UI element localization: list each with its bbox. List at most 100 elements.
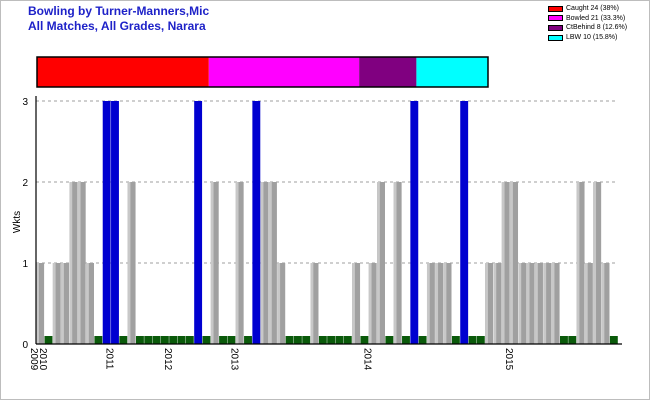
bar-zero <box>476 336 485 344</box>
bar-zero <box>144 336 153 344</box>
bar <box>69 182 78 344</box>
bar <box>410 101 419 344</box>
legend-swatch <box>548 15 563 22</box>
bar <box>352 263 361 344</box>
bar-highlight <box>535 263 538 344</box>
bar <box>210 182 219 344</box>
bar-highlight <box>235 182 239 344</box>
bar-highlight <box>485 263 488 344</box>
bar-zero <box>185 336 194 344</box>
bar <box>535 263 543 344</box>
y-tick-label: 3 <box>22 97 28 108</box>
bar-zero <box>302 336 311 344</box>
legend-label: Caught 24 (38%) <box>566 5 619 13</box>
bar <box>235 182 244 344</box>
bar-zero <box>135 336 144 344</box>
bar-highlight <box>393 182 397 344</box>
bar <box>543 263 552 344</box>
bar <box>368 263 377 344</box>
bar-zero <box>560 336 568 344</box>
bar-highlight <box>443 263 447 344</box>
bar-highlight <box>127 182 131 344</box>
breakdown-segment-caught <box>37 57 209 87</box>
x-tick-label: 2014 <box>361 348 372 371</box>
bar-zero <box>468 336 477 344</box>
bar-highlight <box>368 263 372 344</box>
bar-zero <box>202 336 211 344</box>
bar <box>576 182 585 344</box>
bar-highlight <box>310 263 314 344</box>
legend-label: CtBehind 8 (12.6%) <box>566 24 628 32</box>
y-axis-label: Wkts <box>12 211 23 233</box>
bar-zero <box>177 336 186 344</box>
bar-zero <box>160 336 169 344</box>
bar <box>460 101 469 344</box>
bar <box>443 263 452 344</box>
bar <box>601 263 610 344</box>
bar <box>52 263 61 344</box>
legend-swatch <box>548 24 563 31</box>
bar-zero <box>244 336 252 344</box>
bar <box>111 101 119 344</box>
bar-highlight <box>576 182 580 344</box>
bar-zero <box>119 336 128 344</box>
legend-swatch <box>548 5 563 12</box>
bar <box>485 263 494 344</box>
bar <box>102 101 111 344</box>
bar-zero <box>285 336 294 344</box>
x-tick-label: 2012 <box>162 348 173 371</box>
y-tick-label: 1 <box>22 259 28 270</box>
breakdown-bar-outline <box>36 56 489 88</box>
bar-highlight <box>543 263 547 344</box>
bar <box>127 182 136 344</box>
bar-zero <box>94 336 103 344</box>
bar-highlight <box>210 182 214 344</box>
x-tick-label: 2015 <box>503 348 514 371</box>
bar-highlight <box>77 182 81 344</box>
y-tick-label: 2 <box>22 178 28 189</box>
bar <box>551 263 560 344</box>
bar-zero <box>402 336 410 344</box>
breakdown-segment-bowled <box>208 57 360 87</box>
bar <box>86 263 94 344</box>
bar <box>393 182 402 344</box>
bar-zero <box>293 336 302 344</box>
bar-highlight <box>36 263 39 344</box>
bar <box>61 263 70 344</box>
bar-zero <box>169 336 178 344</box>
x-tick-label: 2009 <box>28 348 39 371</box>
bar-highlight <box>584 263 588 344</box>
bar <box>36 263 45 344</box>
chart-subtitle: All Matches, All Grades, Narara <box>28 19 206 33</box>
bar <box>510 182 519 344</box>
bar-zero <box>360 336 369 344</box>
bar-zero <box>219 336 228 344</box>
bar <box>310 263 319 344</box>
bar-highlight <box>526 263 530 344</box>
bar-highlight <box>435 263 439 344</box>
legend-item-caught: Caught 24 (38%) <box>548 4 627 14</box>
chart-title: Bowling by Turner-Manners,Mic <box>28 4 210 18</box>
bar-highlight <box>69 182 73 344</box>
bar-highlight <box>501 182 505 344</box>
bar <box>426 263 435 344</box>
x-tick-label: 2013 <box>228 348 239 371</box>
bar-zero <box>335 336 344 344</box>
bar-zero <box>327 336 336 344</box>
bar <box>593 182 602 344</box>
bar <box>269 182 277 344</box>
bar-highlight <box>86 263 89 344</box>
bar-highlight <box>518 263 522 344</box>
y-tick-label: 0 <box>22 340 28 351</box>
bar-highlight <box>493 263 497 344</box>
bar-zero <box>418 336 427 344</box>
bar <box>260 182 269 344</box>
bar-zero <box>343 336 352 344</box>
bar-highlight <box>352 263 355 344</box>
bar-highlight <box>601 263 605 344</box>
bar-highlight <box>426 263 430 344</box>
bar-highlight <box>269 182 272 344</box>
bar-zero <box>44 336 53 344</box>
bar <box>435 263 444 344</box>
